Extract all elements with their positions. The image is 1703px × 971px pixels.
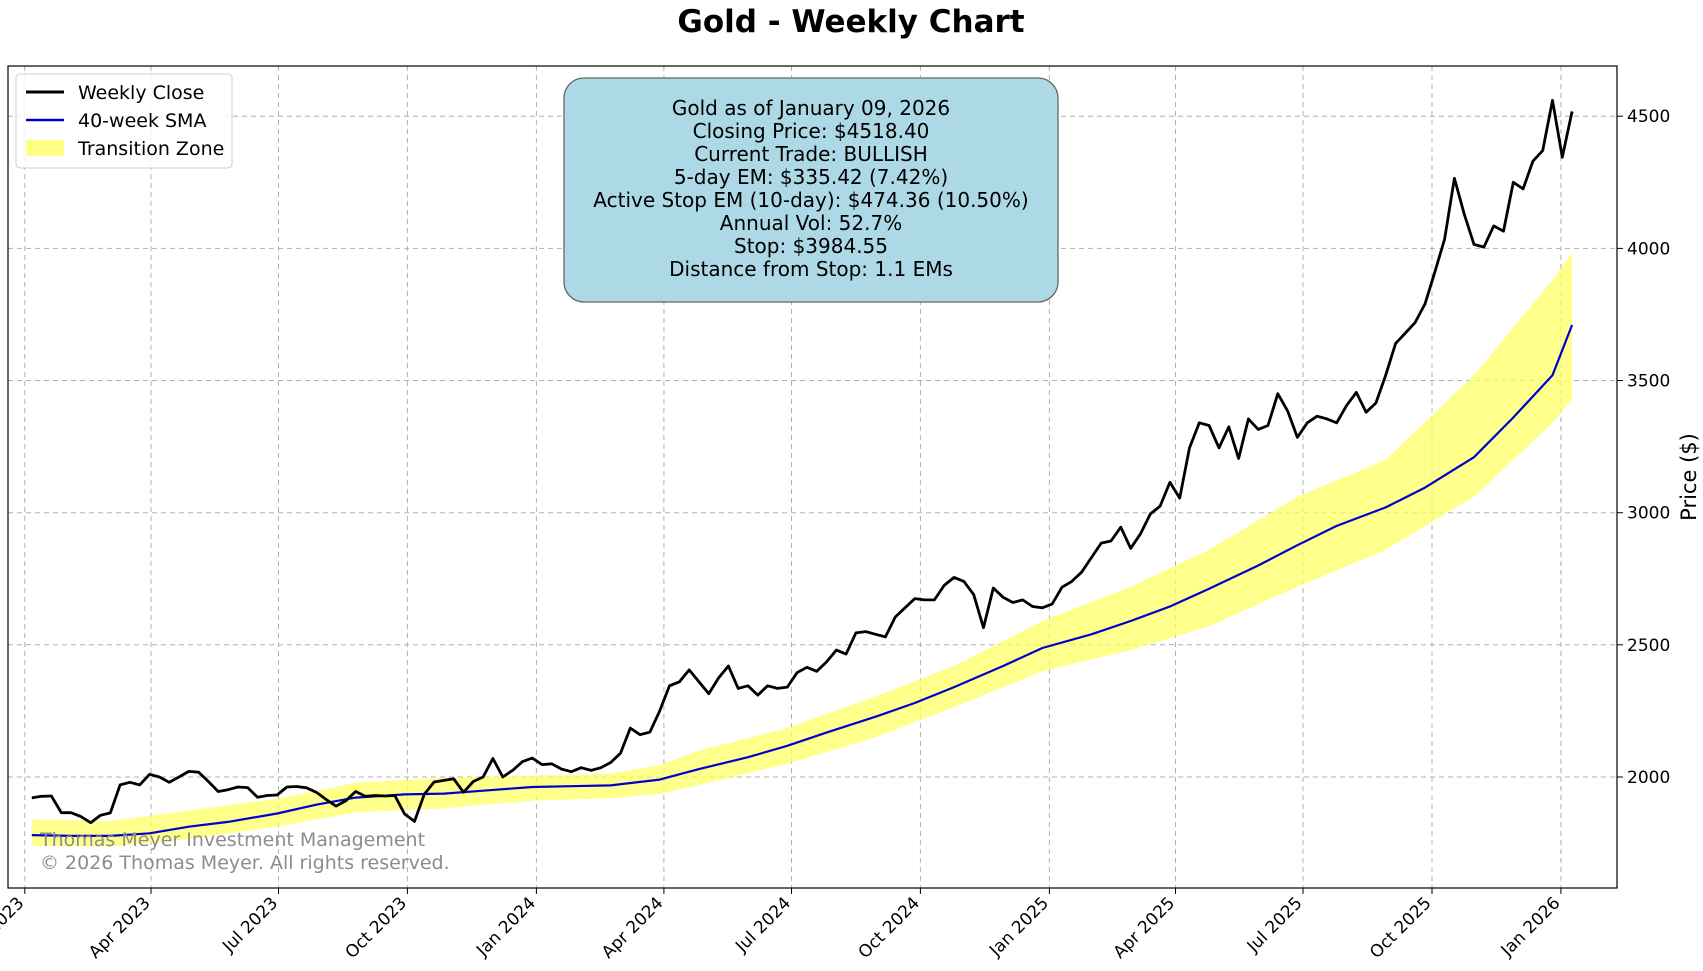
legend-swatch-transition-zone [26,140,64,156]
y-tick-label-2500: 2500 [1627,636,1670,656]
info-box-background [563,77,1059,303]
x-tick-label-4: Jan 2024 [472,893,540,961]
info-line-annual-vol: Annual Vol: 52.7% [720,211,902,235]
legend-label-transition-zone: Transition Zone [77,138,224,160]
transition-zone-band [31,252,1573,847]
info-line-date: Gold as of January 09, 2026 [672,96,950,120]
sma-line [31,324,1574,838]
x-tick-label-5: Apr 2024 [598,893,667,962]
legend: Weekly Close 40-week SMA Transition Zone [15,73,233,169]
chart-title: Gold - Weekly Chart [677,4,1024,40]
transition-zone-area [31,252,1573,847]
x-tick-label-0: Jan 2023 [0,893,28,961]
x-tick-label-2: Jul 2023 [218,893,282,957]
x-tick-label-1: Apr 2023 [85,893,154,962]
x-tick-label-7: Oct 2024 [855,893,924,962]
info-line-5day-em: 5-day EM: $335.42 (7.42%) [674,165,948,189]
y-axis-label: Price ($) [1677,433,1701,521]
info-line-active-stop-em: Active Stop EM (10-day): $474.36 (10.50%… [593,188,1028,212]
watermark-company: Thomas Meyer Investment Management [39,829,425,851]
y-tick-label-4500: 4500 [1627,107,1670,127]
y-tick-label-3500: 3500 [1627,372,1670,392]
info-line-closing-price: Closing Price: $4518.40 [693,119,930,143]
info-line-current-trade: Current Trade: BULLISH [694,142,928,166]
y-tick-label-4000: 4000 [1627,239,1670,259]
info-box: Gold as of January 09, 2026 Closing Pric… [563,77,1059,303]
info-line-stop: Stop: $3984.55 [734,234,888,258]
x-tick-label-12: Jan 2026 [1497,893,1565,961]
x-tick-label-6: Jul 2024 [731,893,795,957]
watermark-copyright: © 2026 Thomas Meyer. All rights reserved… [40,852,450,874]
plot-frame [7,65,1618,889]
legend-label-sma: 40-week SMA [78,110,206,132]
y-tick-label-2000: 2000 [1627,768,1670,788]
x-tick-label-10: Jul 2025 [1243,893,1307,957]
legend-label-weekly-close: Weekly Close [78,82,204,104]
x-tick-label-9: Apr 2025 [1110,893,1179,962]
series-lines [31,99,1574,838]
info-line-distance-from-stop: Distance from Stop: 1.1 EMs [669,257,953,281]
x-tick-label-3: Oct 2023 [342,893,411,962]
weekly-close-line [31,99,1574,825]
y-tick-label-3000: 3000 [1627,504,1670,524]
legend-frame [15,73,233,169]
x-tick-label-11: Oct 2025 [1366,893,1435,962]
x-tick-label-8: Jan 2025 [985,893,1053,961]
